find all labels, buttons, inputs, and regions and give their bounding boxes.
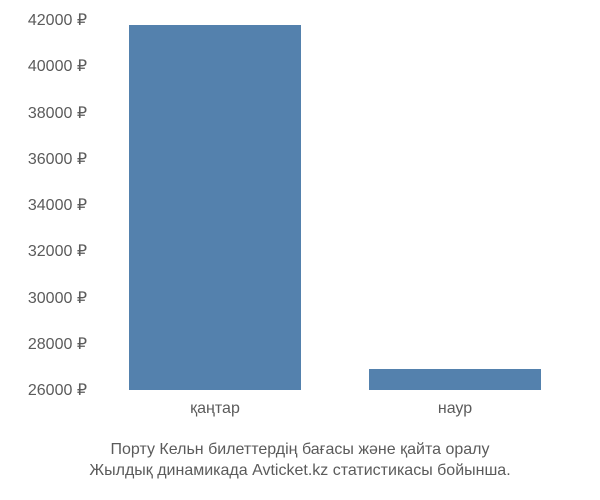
y-tick-label: 30000 ₽ (28, 288, 87, 308)
x-tick-label: наур (438, 400, 472, 418)
y-tick-label: 32000 ₽ (28, 241, 87, 261)
y-tick-label: 34000 ₽ (28, 195, 87, 215)
bar (129, 25, 302, 390)
y-tick-label: 42000 ₽ (28, 10, 87, 30)
y-tick-label: 26000 ₽ (28, 380, 87, 400)
caption-line-1: Порту Кельн билеттердің бағасы және қайт… (111, 441, 490, 458)
y-tick-label: 38000 ₽ (28, 103, 87, 123)
chart-caption: Порту Кельн билеттердің бағасы және қайт… (0, 439, 600, 482)
plot-area: 26000 ₽28000 ₽30000 ₽32000 ₽34000 ₽36000… (95, 20, 575, 390)
bar (369, 369, 542, 390)
y-tick-label: 28000 ₽ (28, 334, 87, 354)
y-tick-label: 40000 ₽ (28, 56, 87, 76)
price-dynamics-chart: 26000 ₽ 28000 ₽ 30000 ₽ 32000 ₽ 34000 ₽ 36000… (0, 0, 600, 500)
x-tick-label: қаңтар (190, 400, 240, 418)
y-tick-label: 36000 ₽ (28, 149, 87, 169)
caption-line-2: Жылдық динамикада Avticket.kz статистика… (89, 462, 510, 479)
